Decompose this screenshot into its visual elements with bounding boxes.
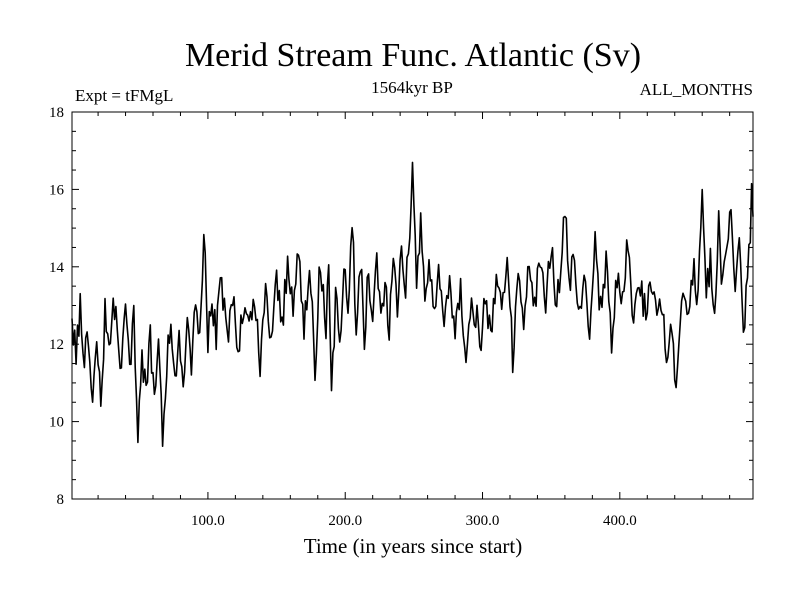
- period-label: 1564kyr BP: [371, 78, 453, 97]
- y-tick-label: 8: [57, 492, 65, 508]
- x-tick-label: 100.0: [191, 513, 225, 529]
- months-label: ALL_MONTHS: [640, 80, 753, 99]
- series-line: [71, 161, 754, 447]
- y-tick-label: 18: [49, 105, 64, 121]
- x-tick-label: 400.0: [603, 513, 637, 529]
- axis-ticks: [72, 111, 753, 500]
- chart-title: Merid Stream Func. Atlantic (Sv): [185, 37, 641, 74]
- x-axis-label: Time (in years since start): [304, 534, 523, 558]
- experiment-label: Expt = tFMgL: [75, 86, 173, 105]
- y-tick-label: 14: [49, 260, 65, 276]
- x-tick-label: 300.0: [466, 513, 500, 529]
- y-tick-label: 12: [49, 337, 64, 353]
- y-tick-label: 10: [49, 415, 64, 431]
- y-tick-label: 16: [49, 182, 65, 198]
- x-tick-label: 200.0: [328, 513, 362, 529]
- axis-tick-labels: 8 10 12 14 16 18 100.0 200.0 300.0 400.0: [49, 105, 637, 529]
